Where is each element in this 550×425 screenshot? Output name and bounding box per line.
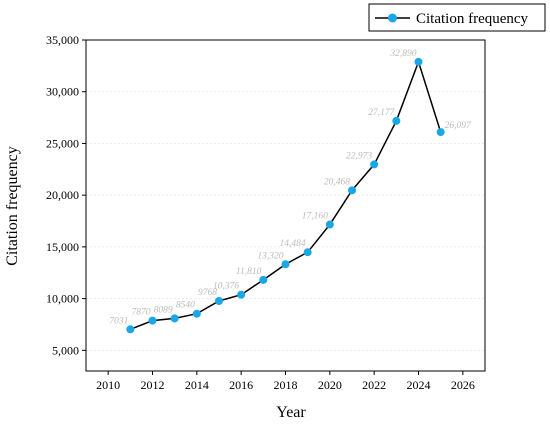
series-citation-frequency: [126, 57, 445, 334]
legend: Citation frequency: [368, 3, 546, 32]
x-tick-label: 2014: [185, 378, 209, 392]
data-label: 17,160: [302, 212, 328, 222]
data-label: 10,376: [213, 282, 239, 292]
data-point: [303, 248, 312, 257]
data-label: 32,890: [389, 49, 416, 59]
x-tick-label: 2018: [274, 378, 298, 392]
y-tick-label: 10,000: [46, 292, 79, 306]
data-point: [215, 296, 223, 305]
data-label: 26,097: [445, 121, 472, 131]
data-point: [170, 314, 179, 323]
data-point: [259, 275, 268, 284]
y-tick-label: 15,000: [46, 240, 79, 254]
y-axis-title: Citation frequency: [4, 146, 21, 266]
data-label: 9768: [198, 288, 217, 298]
data-label: 13,320: [257, 251, 283, 261]
y-tick-label: 30,000: [46, 85, 79, 99]
data-label: 7870: [132, 308, 151, 318]
x-axis-title: Year: [276, 404, 306, 421]
x-tick-label: 2012: [141, 378, 165, 392]
data-label: 27,177: [368, 108, 395, 118]
x-tick-label: 2010: [96, 378, 120, 392]
x-tick-label: 2026: [451, 378, 475, 392]
data-label: 22,973: [346, 151, 372, 161]
y-tick-label: 25,000: [46, 136, 79, 150]
data-point: [126, 325, 135, 334]
y-tick-label: 35,000: [46, 33, 79, 47]
y-axis: 5,000 10,000 15,000 20,000 25,000 30,000 35,00…: [46, 33, 86, 357]
plot-frame: [85, 39, 486, 372]
data-point: [237, 290, 246, 299]
y-tick-label: 5,000: [52, 343, 79, 357]
data-point: [392, 116, 401, 125]
data-point: [414, 57, 423, 66]
legend-box: [368, 3, 546, 32]
data-label: 8540: [176, 301, 195, 311]
data-point: [348, 186, 356, 195]
legend-marker: [388, 13, 397, 23]
data-label: 14,484: [280, 239, 306, 249]
data-point: [436, 128, 445, 137]
data-point: [281, 260, 290, 269]
x-tick-label: 2020: [318, 378, 342, 392]
series-line: [130, 59, 442, 331]
data-label: 20,468: [324, 177, 350, 187]
y-tick-label: 20,000: [46, 188, 79, 202]
x-tick-label: 2016: [229, 378, 253, 392]
data-label: 11,810: [236, 267, 262, 277]
data-point: [370, 160, 379, 169]
x-tick-label: 2024: [407, 378, 431, 392]
grid: [86, 39, 485, 351]
data-point: [192, 309, 201, 318]
x-axis: 2010 2012 2014 2016 2018 2020 2022 2024 2026: [96, 371, 475, 392]
data-label: 8089: [154, 305, 173, 315]
data-point: [325, 220, 334, 229]
data-label: 7031: [109, 316, 128, 326]
data-point: [148, 316, 157, 325]
x-tick-label: 2022: [362, 378, 386, 392]
legend-label: Citation frequency: [416, 11, 529, 27]
